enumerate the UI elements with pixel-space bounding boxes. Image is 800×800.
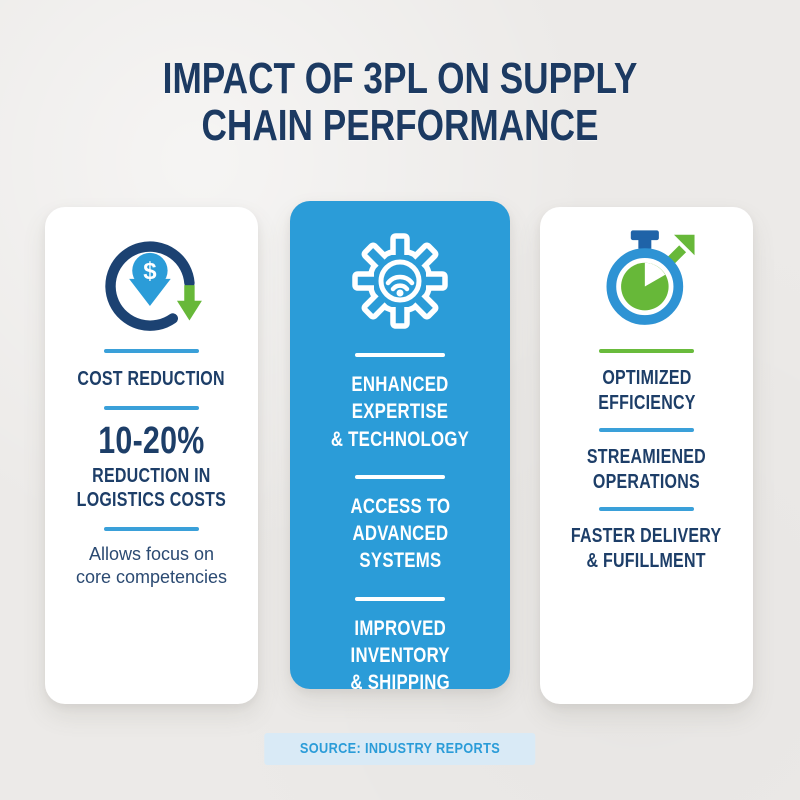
clock-hands-wedge (644, 262, 665, 287)
card-item: FASTER DELIVERY & FUFILLMENT (571, 525, 722, 572)
card-optimized-efficiency: OPTIMIZED EFFICIENCY STREAMIENED OPERATI… (540, 207, 753, 704)
stopwatch-growth-arrow-icon (606, 230, 695, 325)
source-label: SOURCE: INDUSTRY REPORTS (299, 740, 501, 757)
card-cost-reduction: $ COST REDUCTION 10-20% REDUCTION IN LOG… (45, 207, 258, 704)
divider (599, 349, 694, 353)
card-item: ENHANCED EXPERTISE & TECHNOLOGY (330, 373, 470, 451)
card-expertise-technology: ENHANCED EXPERTISE & TECHNOLOGY ACCESS T… (290, 201, 510, 694)
divider (104, 406, 199, 410)
stat-value: 10-20% (98, 420, 205, 462)
card-item: IMPROVED INVENTORY & SHIPPING (350, 616, 450, 695)
card-heading: COST REDUCTION (77, 368, 226, 390)
wifi-glyph (385, 274, 415, 292)
divider (104, 526, 199, 531)
cost-reduction-cycle-dollar-icon: $ (104, 241, 202, 331)
divider (104, 349, 199, 353)
divider (355, 596, 445, 601)
stat-caption: REDUCTION IN LOGISTICS COSTS (76, 464, 227, 512)
card-item: STREAMIENED OPERATIONS (586, 446, 707, 493)
divider (599, 428, 694, 432)
gear-wifi-icon (352, 233, 448, 329)
card-item: OPTIMIZED EFFICIENCY (597, 367, 696, 414)
card-item: ACCESS TO ADVANCED SYSTEMS (350, 494, 450, 573)
dollar-sign-glyph: $ (143, 258, 156, 285)
divider (599, 507, 694, 511)
divider (355, 474, 445, 479)
card-note: Allows focus on core competencies (75, 543, 228, 588)
page-title: IMPACT OF 3PL ON SUPPLY CHAIN PERFORMANC… (162, 54, 638, 150)
source-badge: SOURCE: INDUSTRY REPORTS (264, 733, 536, 765)
divider (355, 353, 445, 357)
